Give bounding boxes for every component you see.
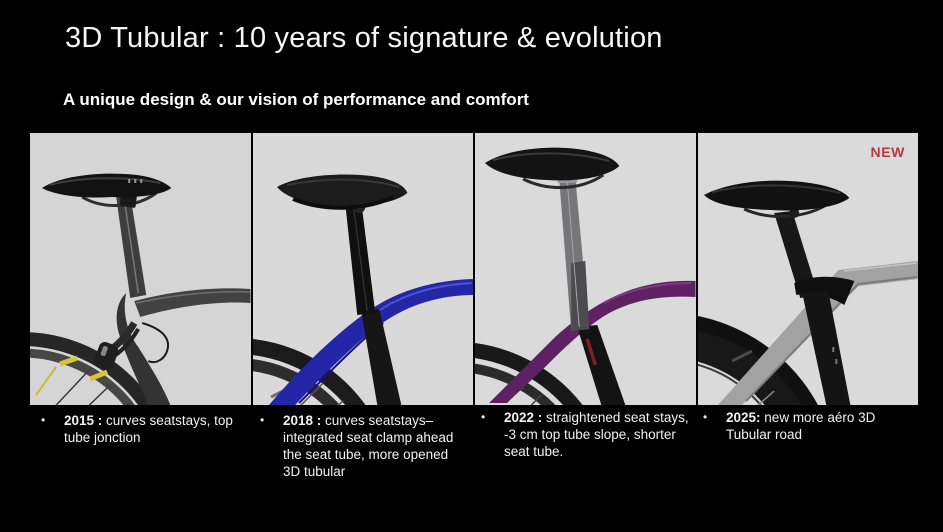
evolution-image-strip: NEW xyxy=(30,133,918,405)
year-label-2015: 2015 : xyxy=(64,413,103,428)
bike-illustration-2022 xyxy=(475,133,696,405)
caption-2015: • 2015 : curves seatstays, top tube jonc… xyxy=(41,412,254,446)
caption-2018: • 2018 : curves seatstays–integrated sea… xyxy=(260,412,465,480)
bike-panel-2022 xyxy=(475,133,696,405)
caption-text-2025: new more aéro 3D Tubular road xyxy=(726,410,876,442)
new-badge: NEW xyxy=(870,144,905,160)
caption-text-2015: curves seatstays, top tube jonction xyxy=(64,413,233,445)
bike-panel-2025: NEW xyxy=(697,133,918,405)
year-label-2022: 2022 : xyxy=(504,410,543,425)
caption-text-2022: straightened seat stays, -3 cm top tube … xyxy=(504,410,689,459)
caption-row: • 2015 : curves seatstays, top tube jonc… xyxy=(30,409,918,512)
caption-2022: • 2022 : straightened seat stays, -3 cm … xyxy=(481,409,702,460)
bike-panel-2018 xyxy=(252,133,473,405)
bullet-icon: • xyxy=(481,410,486,424)
caption-text-2018: curves seatstays–integrated seat clamp a… xyxy=(283,413,454,479)
bike-panel-2015 xyxy=(30,133,251,405)
bullet-icon: • xyxy=(260,413,265,427)
bullet-icon: • xyxy=(703,410,708,424)
slide-subtitle: A unique design & our vision of performa… xyxy=(63,90,529,109)
bike-illustration-2018 xyxy=(252,133,473,405)
bullet-icon: • xyxy=(41,413,46,427)
page-title: 3D Tubular : 10 years of signature & evo… xyxy=(65,22,663,54)
caption-2025: • 2025: new more aéro 3D Tubular road xyxy=(703,409,890,443)
year-label-2018: 2018 : xyxy=(283,413,322,428)
year-label-2025: 2025: xyxy=(726,410,761,425)
bike-illustration-2015 xyxy=(30,133,251,405)
bike-illustration-2025 xyxy=(697,133,918,405)
